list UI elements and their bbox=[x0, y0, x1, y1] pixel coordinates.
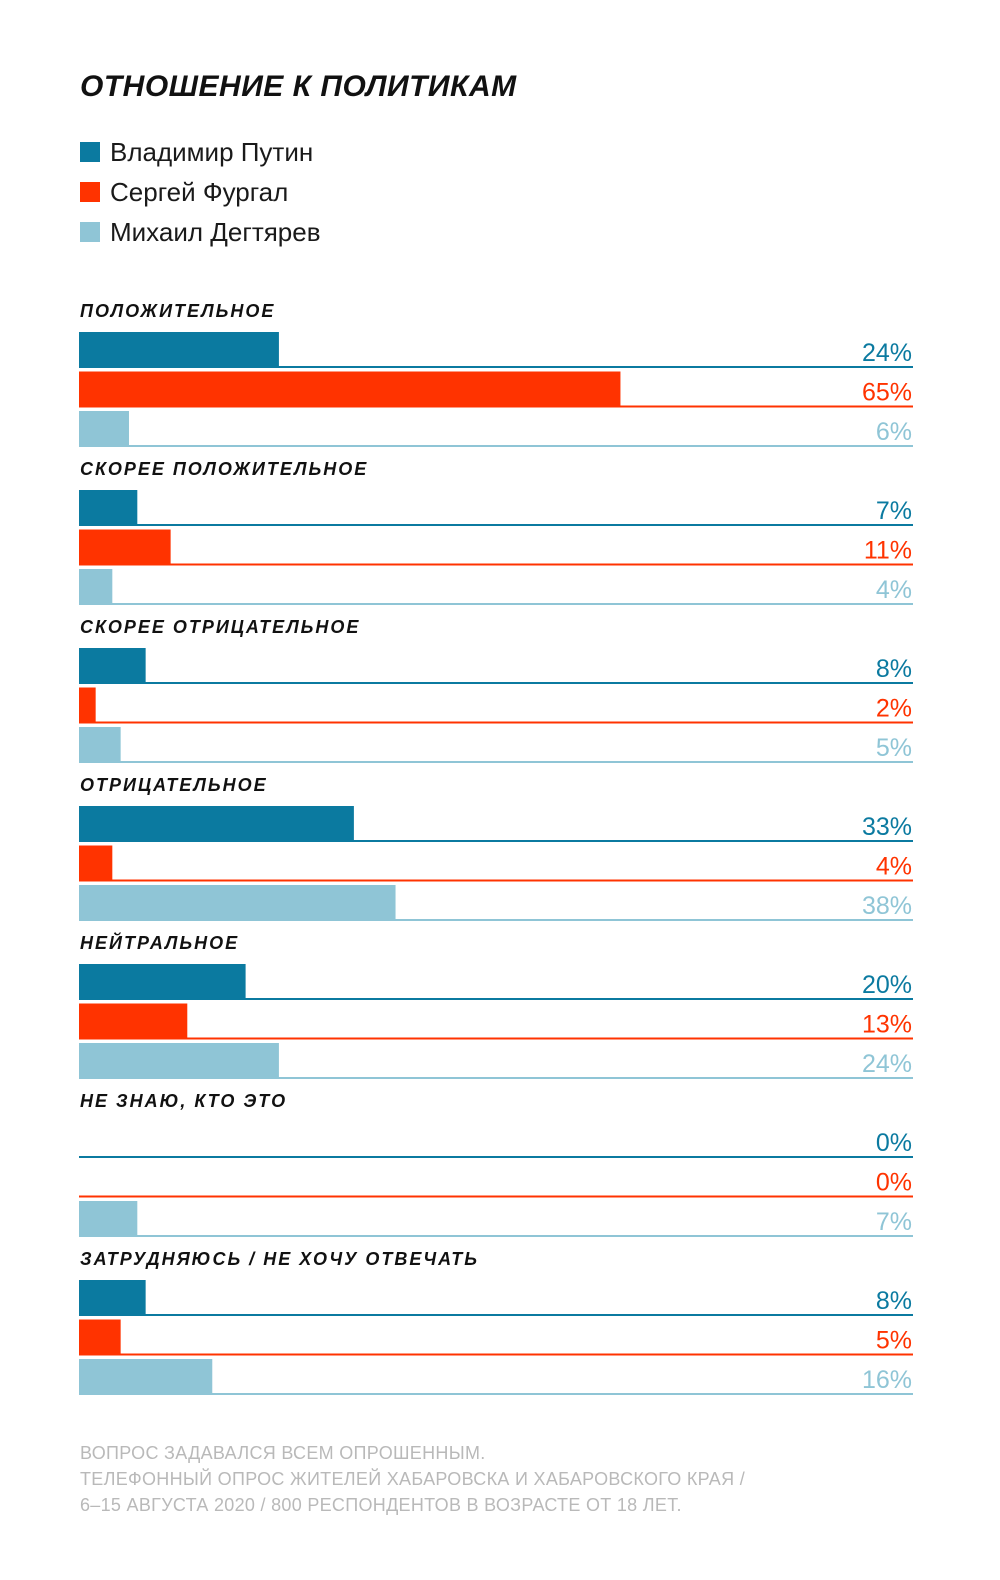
category-label: НЕЙТРАЛЬНОЕ bbox=[80, 932, 239, 953]
footnote: ВОПРОС ЗАДАВАЛСЯ ВСЕМ ОПРОШЕННЫМ. ТЕЛЕФО… bbox=[80, 1440, 745, 1518]
bar-baseline bbox=[79, 1393, 913, 1395]
value-label: 11% bbox=[864, 537, 912, 565]
bar-baseline bbox=[79, 1037, 913, 1040]
legend-swatch-furgal bbox=[80, 182, 100, 202]
bar-baseline bbox=[79, 1314, 913, 1316]
bar-baseline bbox=[79, 840, 913, 842]
category-label: СКОРЕЕ ПОЛОЖИТЕЛЬНОЕ bbox=[80, 459, 368, 479]
bar bbox=[79, 1003, 188, 1039]
bar bbox=[79, 964, 246, 999]
legend-swatch-putin bbox=[80, 142, 100, 162]
bar bbox=[79, 727, 121, 762]
bar bbox=[79, 687, 96, 723]
bar-baseline bbox=[79, 603, 913, 605]
value-label: 4% bbox=[876, 853, 912, 881]
legend-label-furgal: Сергей Фургал bbox=[110, 176, 289, 207]
bar bbox=[79, 1043, 279, 1078]
legend-item-furgal: Сергей Фургал bbox=[80, 172, 321, 212]
category-label: СКОРЕЕ ОТРИЦАТЕЛЬНОЕ bbox=[80, 617, 360, 637]
bar-baseline bbox=[79, 445, 913, 447]
bar-baseline bbox=[79, 1156, 913, 1158]
bar-baseline bbox=[79, 879, 913, 882]
bar bbox=[79, 1359, 213, 1394]
bar-baseline bbox=[79, 682, 913, 684]
bar bbox=[79, 1201, 138, 1236]
legend-item-putin: Владимир Путин bbox=[80, 132, 321, 172]
category-label: ОТРИЦАТЕЛЬНОЕ bbox=[80, 775, 268, 795]
legend-label-putin: Владимир Путин bbox=[110, 136, 314, 167]
value-label: 5% bbox=[876, 734, 912, 762]
value-label: 20% bbox=[862, 971, 912, 999]
footnote-line-2: ТЕЛЕФОННЫЙ ОПРОС ЖИТЕЛЕЙ ХАБАРОВСКА И ХА… bbox=[80, 1469, 745, 1489]
bar-baseline bbox=[79, 405, 913, 408]
bar bbox=[79, 411, 129, 446]
bar-baseline bbox=[79, 761, 913, 763]
value-label: 7% bbox=[876, 1208, 912, 1236]
bar-baseline bbox=[79, 1235, 913, 1237]
bar bbox=[79, 1280, 146, 1315]
value-label: 2% bbox=[876, 695, 912, 723]
value-label: 24% bbox=[862, 1050, 912, 1078]
value-label: 33% bbox=[862, 813, 912, 841]
category-label: ЗАТРУДНЯЮСЬ / НЕ ХОЧУ ОТВЕЧАТЬ bbox=[80, 1249, 479, 1269]
bar-baseline bbox=[79, 524, 913, 526]
bar-baseline bbox=[79, 998, 913, 1000]
bar bbox=[79, 569, 113, 604]
value-label: 4% bbox=[876, 576, 912, 604]
legend-item-degtyarev: Михаил Дегтярев bbox=[80, 212, 321, 252]
value-label: 13% bbox=[862, 1011, 912, 1039]
bar-baseline bbox=[79, 721, 913, 724]
value-label: 8% bbox=[876, 655, 912, 683]
value-label: 38% bbox=[862, 892, 912, 920]
bar bbox=[79, 371, 621, 407]
value-label: 16% bbox=[862, 1366, 912, 1394]
bar-baseline bbox=[79, 1195, 913, 1198]
bar bbox=[79, 845, 113, 881]
value-label: 6% bbox=[876, 418, 912, 446]
legend-swatch-degtyarev bbox=[80, 222, 100, 242]
bar bbox=[79, 490, 138, 525]
bar-chart: ПОЛОЖИТЕЛЬНОЕ 24% 65% 6% СКОРЕЕ ПОЛОЖИТЕЛЬНО… bbox=[79, 301, 913, 1395]
bar bbox=[79, 1319, 121, 1355]
value-label: 8% bbox=[876, 1287, 912, 1315]
value-label: 5% bbox=[876, 1327, 912, 1355]
legend: Владимир Путин Сергей Фургал Михаил Дегт… bbox=[80, 132, 321, 252]
bar bbox=[79, 529, 171, 565]
bar bbox=[79, 648, 146, 683]
bar-baseline bbox=[79, 919, 913, 921]
value-label: 0% bbox=[876, 1169, 912, 1197]
value-label: 0% bbox=[876, 1129, 912, 1157]
bar-baseline bbox=[79, 1353, 913, 1356]
footnote-line-1: ВОПРОС ЗАДАВАЛСЯ ВСЕМ ОПРОШЕННЫМ. bbox=[80, 1443, 486, 1463]
legend-label-degtyarev: Михаил Дегтярев bbox=[110, 216, 321, 247]
chart-title: ОТНОШЕНИЕ К ПОЛИТИКАМ bbox=[80, 70, 517, 103]
footnote-line-3: 6–15 АВГУСТА 2020 / 800 РЕСПОНДЕНТОВ В В… bbox=[80, 1495, 682, 1515]
bar-baseline bbox=[79, 1077, 913, 1079]
bar bbox=[79, 332, 279, 367]
category-label: НЕ ЗНАЮ, КТО ЭТО bbox=[80, 1091, 287, 1111]
bar bbox=[79, 885, 396, 920]
value-label: 65% bbox=[862, 379, 912, 407]
value-label: 7% bbox=[876, 497, 912, 525]
bar bbox=[79, 806, 354, 841]
bar-baseline bbox=[79, 563, 913, 566]
bar-baseline bbox=[79, 366, 913, 368]
value-label: 24% bbox=[862, 339, 912, 367]
category-label: ПОЛОЖИТЕЛЬНОЕ bbox=[80, 301, 275, 321]
